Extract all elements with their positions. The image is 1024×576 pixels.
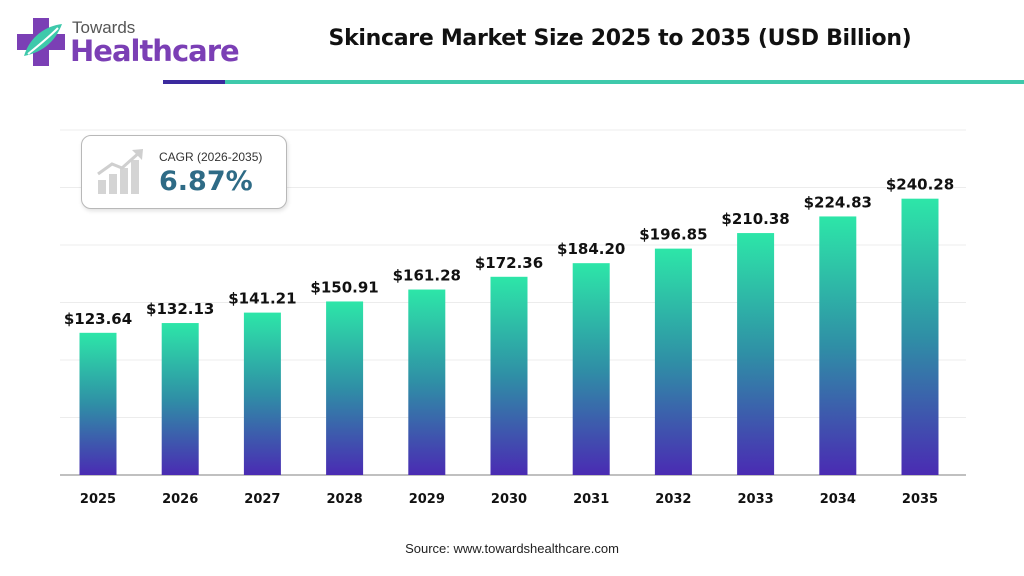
value-labels: $123.64 $132.13 $141.21 $150.91 $161.28 $172.… [64, 176, 954, 328]
title-rule [225, 80, 1024, 84]
chart-title: Skincare Market Size 2025 to 2035 (USD B… [328, 26, 912, 51]
bar-2025 [79, 332, 117, 475]
x-tick-2034: 2034 [820, 492, 856, 507]
value-label-2031: $184.20 [557, 240, 625, 258]
x-tick-2035: 2035 [902, 492, 938, 507]
bar-2034 [819, 216, 857, 475]
value-label-2026: $132.13 [146, 300, 214, 318]
x-tick-2031: 2031 [573, 492, 609, 507]
x-axis-ticks: 2025 2026 2027 2028 2029 2030 2031 2032 2033 2034… [80, 492, 938, 507]
value-label-2025: $123.64 [64, 310, 132, 328]
cagr-label: CAGR (2026-2035) [159, 150, 263, 164]
value-label-2035: $240.28 [886, 176, 954, 194]
x-tick-2025: 2025 [80, 492, 116, 507]
value-label-2030: $172.36 [475, 254, 543, 272]
x-tick-2029: 2029 [409, 492, 445, 507]
x-tick-2030: 2030 [491, 492, 527, 507]
growth-bar-chart-icon [97, 149, 143, 194]
brand-name-top: Towards [72, 18, 136, 37]
value-label-2029: $161.28 [393, 267, 461, 285]
bar-2028 [326, 301, 364, 475]
x-tick-2032: 2032 [655, 492, 691, 507]
x-tick-2027: 2027 [244, 492, 280, 507]
x-tick-2026: 2026 [162, 492, 198, 507]
bar-2026 [161, 323, 199, 475]
bar-2033 [737, 233, 775, 475]
brand-name-main: Healthcare [70, 34, 240, 68]
value-label-2032: $196.85 [639, 226, 707, 244]
bar-2032 [654, 248, 692, 475]
value-label-2034: $224.83 [804, 193, 872, 211]
x-tick-2033: 2033 [738, 492, 774, 507]
bar-2029 [408, 289, 446, 475]
value-label-2033: $210.38 [721, 210, 789, 228]
bar-2035 [901, 198, 939, 476]
cagr-callout: CAGR (2026-2035) 6.87% [81, 135, 287, 209]
bar-2027 [243, 312, 281, 475]
cagr-value: 6.87% [159, 166, 253, 197]
bars [79, 198, 939, 476]
medical-cross-leaf-icon [17, 18, 65, 66]
brand-logo: Towards Healthcare [14, 12, 240, 72]
value-label-2028: $150.91 [310, 278, 378, 296]
bar-2031 [572, 263, 610, 475]
source-note: Source: www.towardshealthcare.com [405, 541, 619, 556]
x-tick-2028: 2028 [327, 492, 363, 507]
title-rule-accent [163, 80, 225, 84]
value-label-2027: $141.21 [228, 290, 296, 308]
bar-2030 [490, 276, 528, 475]
